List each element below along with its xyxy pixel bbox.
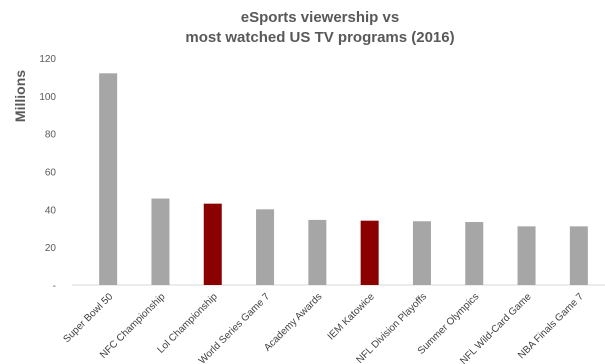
category-label: IEM Katowice	[326, 291, 377, 342]
bar	[99, 73, 118, 285]
y-tick-label: 100	[39, 92, 56, 103]
y-tick-label: 120	[39, 54, 56, 65]
y-axis-ticks: - 20 40 60 80 100 120	[39, 54, 56, 292]
chart-title-line-2: most watched US TV programs (2016)	[185, 29, 454, 46]
bars	[99, 73, 588, 285]
bar	[465, 222, 484, 285]
bar	[308, 219, 327, 285]
bar	[360, 220, 379, 285]
y-axis-label: Millions	[12, 70, 28, 122]
y-tick-label: 40	[45, 205, 57, 216]
bar	[256, 209, 275, 285]
bar	[569, 226, 588, 285]
y-tick-label: 20	[45, 243, 57, 254]
category-label: Super Bowl 50	[61, 291, 115, 345]
bar	[412, 221, 431, 285]
bar	[203, 203, 222, 285]
y-tick-label: 60	[45, 168, 57, 179]
bar	[517, 226, 536, 285]
y-tick-label: 80	[45, 130, 57, 141]
category-label: Academy Awards	[262, 291, 324, 353]
y-tick-label: -	[53, 281, 56, 292]
bar	[151, 198, 170, 285]
chart-title-line-1: eSports viewership vs	[241, 9, 399, 26]
